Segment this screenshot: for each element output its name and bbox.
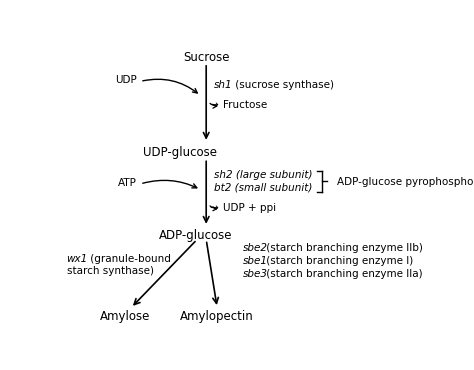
Text: starch synthase): starch synthase) (66, 266, 154, 276)
Text: ATP: ATP (118, 178, 137, 188)
Text: wx1: wx1 (66, 254, 88, 264)
Text: Amylopectin: Amylopectin (180, 310, 254, 323)
Text: →: → (210, 100, 222, 110)
Text: (starch branching enzyme IIa): (starch branching enzyme IIa) (263, 269, 423, 279)
Text: UDP-glucose: UDP-glucose (144, 146, 218, 159)
Text: Amylose: Amylose (100, 310, 151, 323)
Text: Fructose: Fructose (223, 100, 267, 110)
Text: ADP-glucose: ADP-glucose (158, 229, 232, 242)
Text: sbe1: sbe1 (243, 256, 268, 266)
Text: bt2 (small subunit): bt2 (small subunit) (213, 183, 312, 193)
Text: sbe2: sbe2 (243, 243, 268, 253)
Text: →: → (210, 203, 222, 213)
Text: Sucrose: Sucrose (183, 51, 229, 64)
Text: (starch branching enzyme IIb): (starch branching enzyme IIb) (263, 243, 423, 253)
Text: (sucrose synthase): (sucrose synthase) (232, 80, 334, 90)
Text: UDP: UDP (115, 75, 137, 85)
Text: (starch branching enzyme I): (starch branching enzyme I) (263, 256, 413, 266)
Text: sh1: sh1 (213, 80, 232, 90)
Text: sbe3: sbe3 (243, 269, 268, 279)
Text: sh2 (large subunit): sh2 (large subunit) (213, 171, 312, 181)
Text: ADP-glucose pyrophosphorylase: ADP-glucose pyrophosphorylase (337, 177, 474, 187)
Text: UDP + ppi: UDP + ppi (223, 203, 276, 213)
Text: (granule-bound: (granule-bound (87, 254, 171, 264)
